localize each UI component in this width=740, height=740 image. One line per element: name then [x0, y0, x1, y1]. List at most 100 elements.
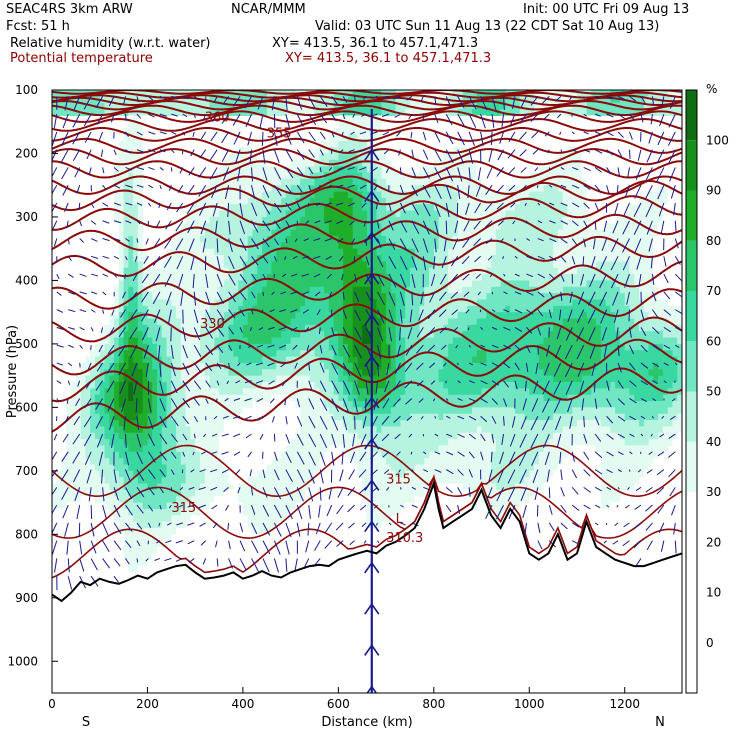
colorbar-swatch	[686, 391, 697, 442]
wind-vector	[284, 398, 287, 406]
wind-vector	[452, 238, 459, 250]
wind-vector	[125, 114, 127, 121]
wind-vector	[152, 256, 161, 266]
wind-vector	[663, 344, 671, 349]
wind-vector	[102, 487, 105, 502]
colorbar-swatch	[686, 190, 697, 241]
wind-vector	[307, 522, 310, 536]
wind-vector	[646, 469, 653, 474]
wind-vector	[235, 469, 241, 475]
wind-vector	[468, 433, 476, 440]
wind-vector	[468, 380, 475, 384]
colorbar-label: 60	[706, 334, 721, 348]
wind-vector	[422, 220, 430, 235]
wind-vector	[657, 504, 665, 514]
wind-vector	[625, 504, 630, 509]
wind-vector	[67, 558, 70, 573]
wind-vector	[502, 256, 504, 260]
wind-vector	[83, 433, 92, 447]
colorbar-unit: %	[706, 82, 718, 96]
wind-vector	[262, 202, 271, 215]
wind-vector	[251, 167, 253, 182]
wind-vector	[200, 220, 207, 235]
wind-vector	[67, 380, 71, 385]
wind-vector	[308, 469, 315, 484]
wind-vector	[193, 327, 201, 341]
wind-vector	[612, 220, 619, 234]
wind-vector	[319, 398, 328, 411]
wind-vector	[228, 540, 231, 550]
wind-vector	[629, 362, 636, 371]
updraft-arrowhead	[364, 643, 380, 656]
wind-vector	[617, 95, 626, 101]
wind-vector	[342, 309, 347, 319]
wind-vector	[422, 184, 431, 198]
wind-vector	[176, 256, 184, 270]
wind-vector	[443, 238, 447, 252]
wind-vector	[228, 558, 233, 569]
wind-vector	[496, 202, 504, 210]
wind-vector	[453, 327, 459, 332]
wind-vector	[314, 540, 321, 551]
wind-vector	[274, 202, 282, 213]
wind-vector	[534, 167, 539, 172]
wind-vector	[606, 167, 612, 175]
wind-vector	[525, 220, 528, 224]
wind-vector	[622, 256, 630, 271]
wind-vector	[53, 238, 58, 247]
wind-vector	[182, 380, 191, 392]
wind-vector	[102, 504, 107, 519]
wind-vector	[205, 327, 213, 339]
wind-vector	[282, 380, 287, 387]
wind-vector	[576, 344, 585, 360]
wind-vector	[614, 202, 619, 215]
wind-vector	[113, 167, 119, 172]
wind-vector	[147, 433, 155, 447]
wind-vector	[67, 273, 74, 278]
wind-vector	[393, 380, 401, 391]
wind-vector	[398, 149, 401, 156]
wind-vector	[475, 273, 481, 279]
wind-vector	[468, 96, 477, 110]
wind-vector	[251, 273, 258, 282]
wind-vector	[646, 149, 653, 163]
wind-vector	[200, 131, 207, 140]
wind-vector	[669, 487, 676, 497]
wind-vector	[354, 362, 362, 377]
wind-vector	[269, 309, 275, 313]
wind-vector	[279, 309, 287, 313]
wind-vector	[308, 433, 317, 448]
wind-vector	[571, 131, 575, 135]
theta-line	[52, 367, 682, 433]
wind-vector	[348, 522, 355, 529]
wind-vector	[600, 256, 608, 270]
wind-vector	[560, 238, 568, 244]
wind-vector	[296, 96, 303, 110]
wind-vector	[212, 522, 218, 529]
wind-vector	[371, 167, 378, 172]
wind-vector	[652, 327, 660, 335]
wind-vector	[262, 273, 267, 280]
wind-vector	[468, 451, 475, 459]
wind-vector	[319, 149, 324, 156]
wind-vector	[205, 344, 214, 356]
wind-vector	[409, 309, 413, 323]
wind-vector	[629, 398, 637, 404]
wind-vector	[507, 469, 516, 484]
wind-vector	[318, 505, 321, 518]
wind-vector	[399, 291, 405, 306]
wind-vector	[434, 113, 439, 124]
wind-vector	[313, 255, 321, 260]
wind-vector	[319, 469, 324, 484]
wind-vector	[111, 433, 115, 449]
wind-vector	[294, 238, 298, 242]
wind-vector	[422, 238, 429, 253]
wind-vector	[514, 291, 522, 295]
wind-vector	[384, 380, 390, 393]
wind-vector	[205, 380, 211, 388]
wind-vector	[245, 113, 252, 128]
wind-vector	[514, 326, 523, 333]
wind-vector	[136, 202, 143, 206]
wind-vector	[187, 220, 195, 234]
wind-vector	[439, 291, 447, 301]
